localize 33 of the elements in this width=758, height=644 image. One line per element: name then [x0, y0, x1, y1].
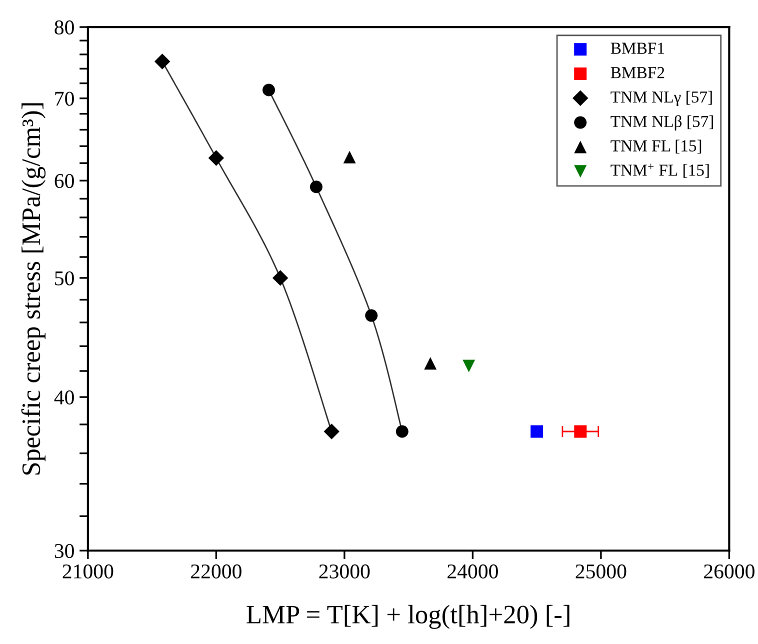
y-tick-label: 70 — [55, 92, 74, 106]
legend-label: BMBF1 — [610, 42, 664, 54]
x-tick-label: 25000 — [576, 564, 626, 578]
legend-label: TNM NLγ [57] — [610, 90, 712, 106]
point — [272, 270, 288, 286]
point — [154, 54, 170, 70]
point — [324, 424, 340, 440]
point — [462, 360, 476, 372]
point — [262, 84, 276, 96]
x-tick-label: 21000 — [62, 564, 114, 578]
x-axis-title: LMP = T[K] + log(t[h]+20) [-] — [246, 604, 570, 629]
point — [310, 180, 322, 194]
point — [530, 425, 544, 438]
y-tick-label: 80 — [54, 20, 74, 34]
point — [343, 150, 356, 164]
legend-label: BMBF2 — [610, 67, 664, 78]
point — [365, 309, 378, 322]
legend-label: TNM$^{+}$ FL [15] — [610, 164, 709, 178]
y-tick-label: 40 — [54, 390, 74, 404]
legend-label: TNM NLβ [57] — [610, 115, 713, 130]
y-tick-label: 60 — [54, 174, 74, 188]
x-tick-label: 26000 — [704, 564, 754, 578]
x-tick-label: 22000 — [191, 564, 242, 578]
point — [574, 425, 587, 438]
point — [396, 425, 408, 438]
point — [424, 357, 437, 370]
x-tick-label: 24000 — [448, 564, 498, 578]
point — [208, 150, 224, 166]
legend-label: TNM FL [15] — [610, 140, 702, 154]
x-tick-label: 23000 — [319, 564, 370, 578]
y-tick-label: 30 — [54, 544, 74, 558]
y-tick-label: 50 — [55, 271, 74, 286]
y-axis-title: Specific creep stress [MPa/(g/cm³)] — [21, 103, 46, 475]
